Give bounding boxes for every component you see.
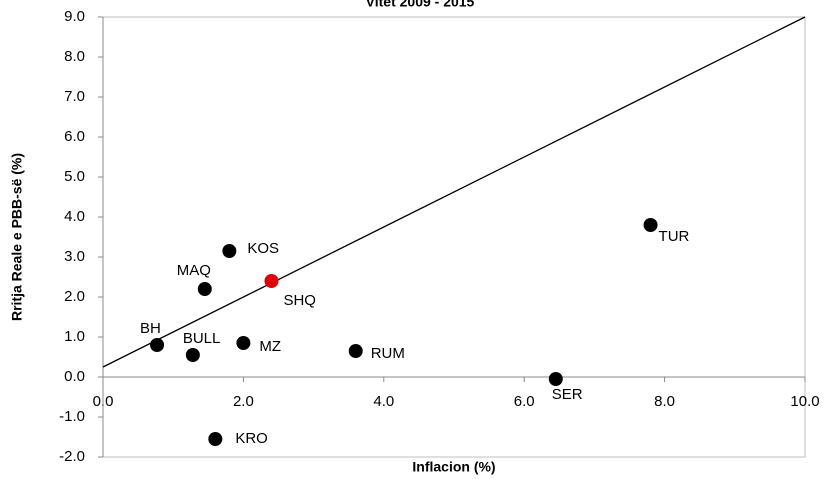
y-tick-label: 3.0	[64, 248, 85, 265]
point-label: MAQ	[177, 262, 211, 279]
y-tick-label: -2.0	[59, 448, 85, 465]
x-tick-label: 10.0	[790, 393, 819, 410]
point-label: KOS	[247, 240, 279, 257]
x-tick-label: 2.0	[233, 393, 254, 410]
point	[197, 282, 212, 296]
x-tick-label: 8.0	[654, 393, 675, 410]
y-tick-label: 7.0	[64, 88, 85, 105]
y-axis-title: Rritja Reale e PBB-së (%)	[9, 153, 25, 321]
plot-area	[102, 16, 806, 458]
point	[643, 218, 658, 232]
point	[348, 344, 363, 358]
x-axis-title: Inflacion (%)	[412, 459, 495, 475]
point	[264, 274, 279, 288]
point-label: KRO	[235, 430, 268, 447]
point	[548, 372, 563, 386]
chart-title: Vitet 2009 - 2015	[366, 0, 475, 10]
point-label: BH	[140, 320, 161, 337]
y-tick-label: 2.0	[64, 288, 85, 305]
point	[208, 432, 223, 446]
point	[222, 244, 237, 258]
y-tick-label: 4.0	[64, 208, 85, 225]
y-tick-label: 8.0	[64, 48, 85, 65]
y-tick-label: 9.0	[64, 8, 85, 25]
trendline	[102, 16, 806, 368]
point-label: SER	[552, 386, 583, 403]
point	[150, 338, 165, 352]
point-label: MZ	[259, 338, 281, 355]
y-tick-label: -1.0	[59, 408, 85, 425]
point	[185, 348, 200, 362]
y-tick-label: 0.0	[64, 368, 85, 385]
y-tick-label: 6.0	[64, 128, 85, 145]
point-label: RUM	[371, 345, 405, 362]
y-tick-label: 1.0	[64, 328, 85, 345]
x-tick-label: 6.0	[514, 393, 535, 410]
point-label: BULL	[183, 330, 221, 347]
x-tick-label: 4.0	[373, 393, 394, 410]
point-label: SHQ	[283, 292, 316, 309]
point-label: TUR	[659, 228, 690, 245]
point	[236, 336, 251, 350]
y-tick-label: 5.0	[64, 168, 85, 185]
